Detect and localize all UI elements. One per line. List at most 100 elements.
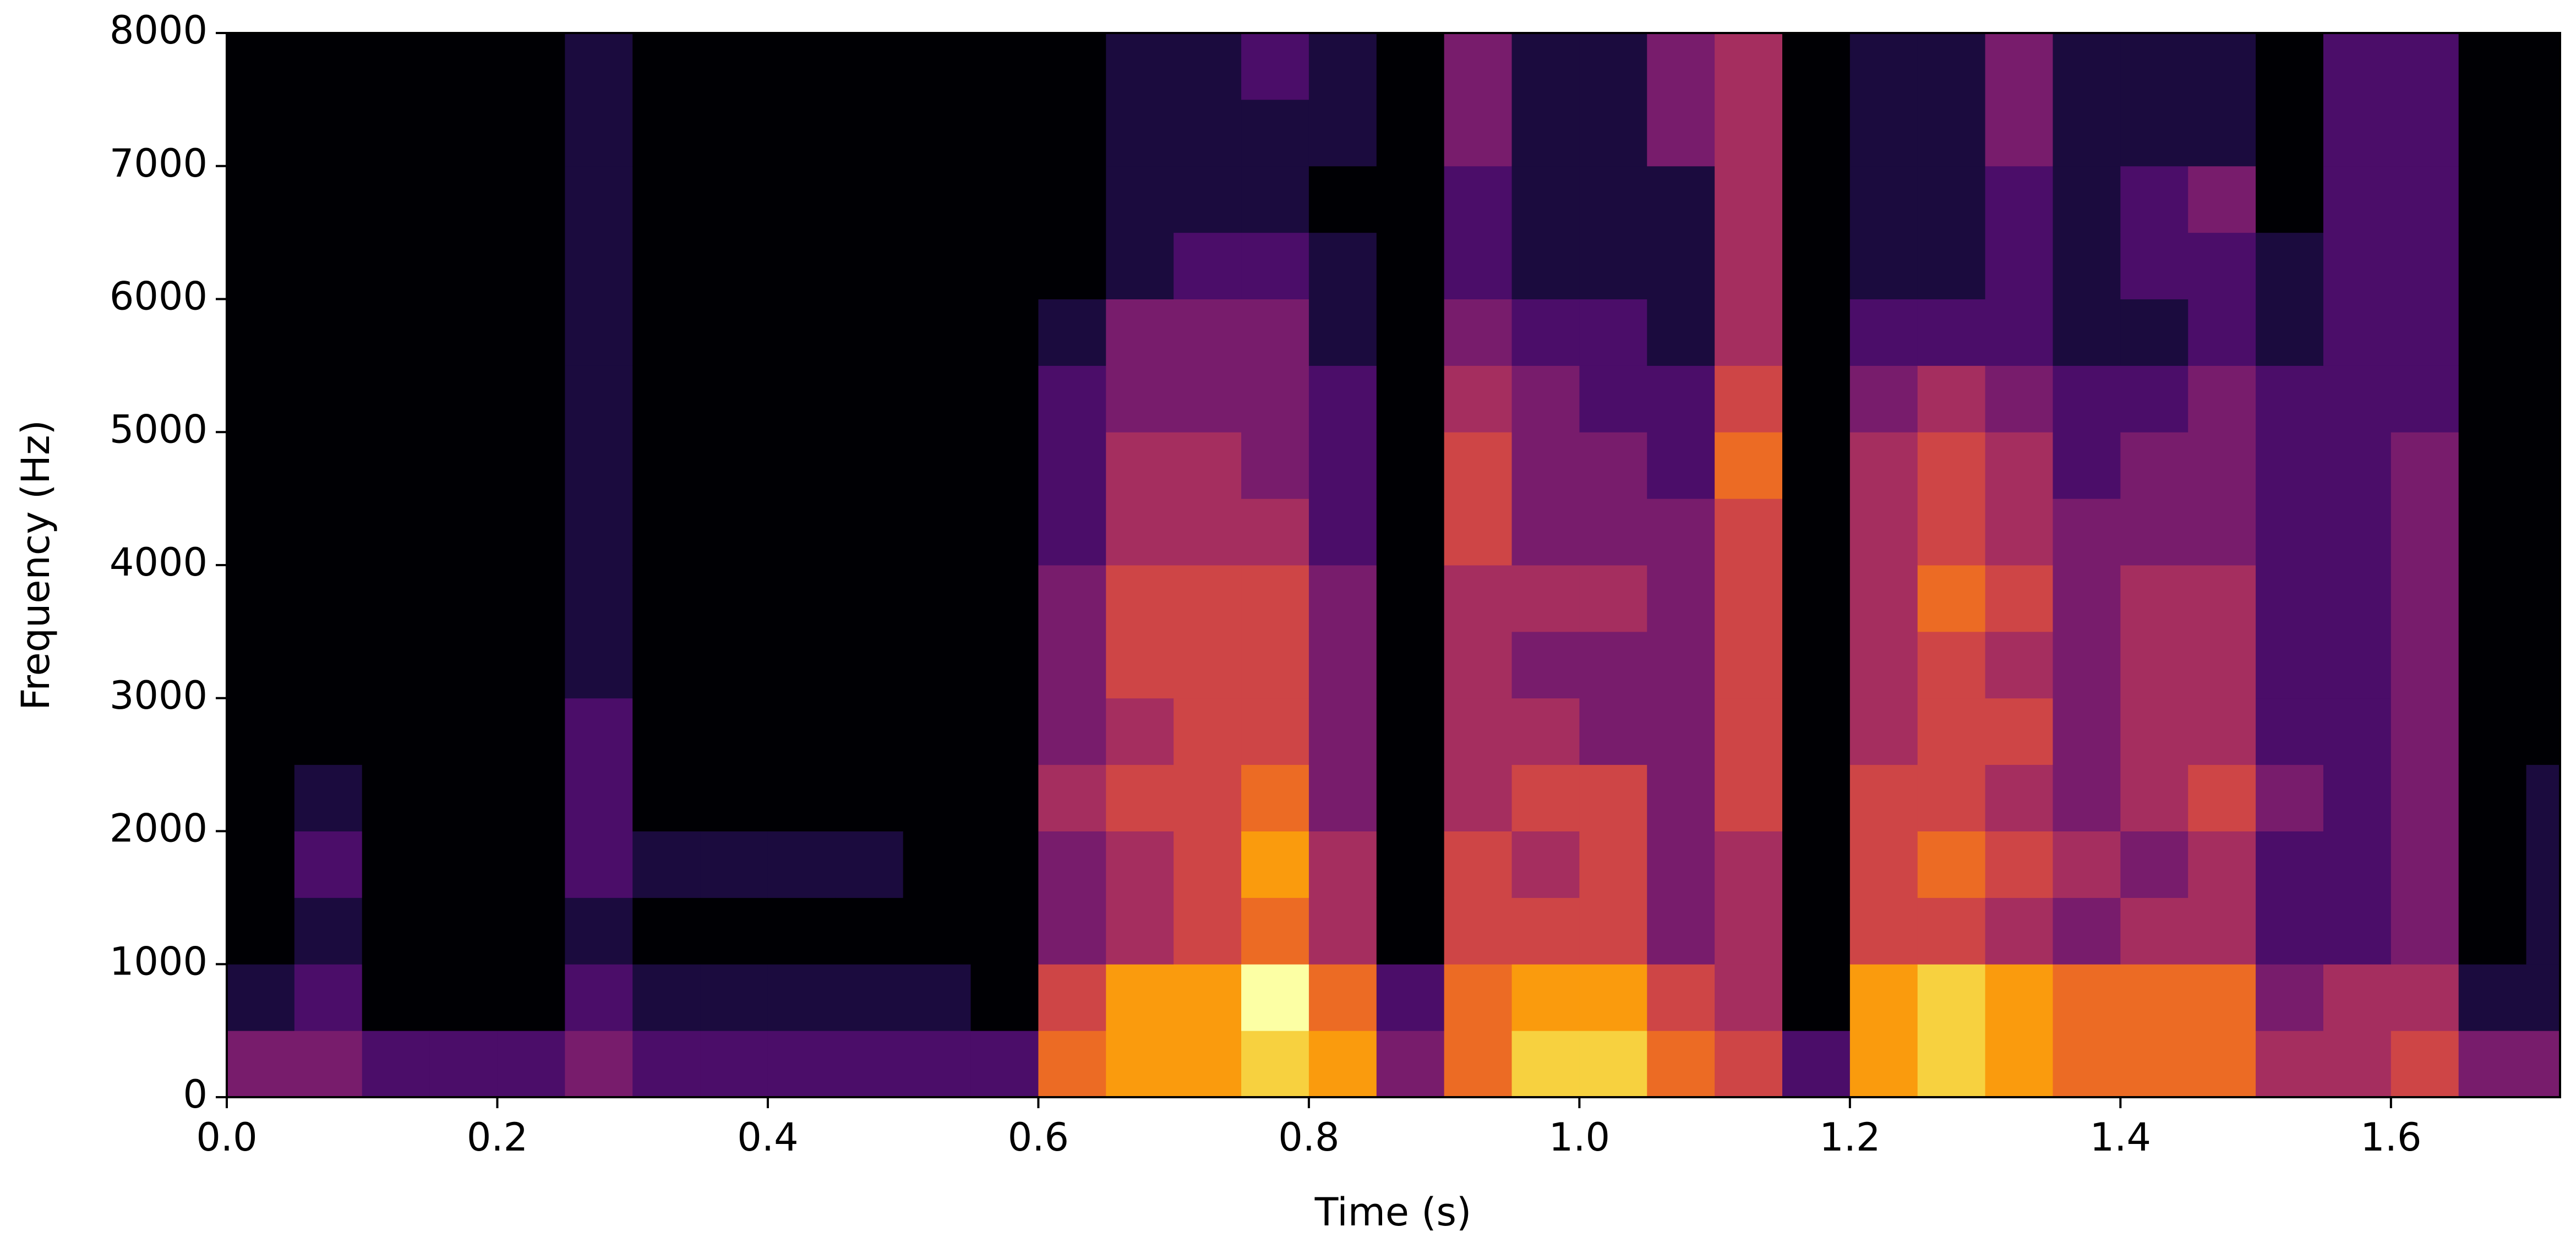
heatmap-cell [1579,831,1647,898]
heatmap-cell [1106,299,1174,366]
heatmap-cell [700,299,768,366]
heatmap-cell [1444,698,1513,765]
heatmap-cell [1849,432,1918,499]
heatmap-cell [1715,99,1783,167]
heatmap-cell [294,1031,363,1097]
heatmap-cell [1241,33,1309,100]
x-axis-title: Time (s) [1314,1190,1472,1235]
heatmap-cell [2188,499,2256,566]
heatmap-cell [2120,897,2188,965]
heatmap-cell [2120,698,2188,765]
heatmap-cell [2120,432,2188,499]
heatmap-cell [1174,33,1242,100]
heatmap-cell [1579,897,1647,965]
heatmap-cell [1647,565,1715,632]
heatmap-cell [835,299,904,366]
heatmap-cell [1715,33,1783,100]
heatmap-cell [429,365,498,432]
heatmap-cell [1038,631,1106,699]
heatmap-cell [1985,99,2053,167]
heatmap-cell [1174,99,1242,167]
heatmap-cell [2256,99,2324,167]
heatmap-cell [1647,831,1715,898]
heatmap-cell [1444,299,1513,366]
heatmap-cell [1579,565,1647,632]
heatmap-cell [429,299,498,366]
heatmap-cell [1444,432,1513,499]
heatmap-cell [632,99,701,167]
heatmap-cell [1376,764,1445,831]
heatmap-cell [227,698,295,765]
heatmap-cell [1782,764,1851,831]
heatmap-cell [1782,166,1851,233]
y-tick-label: 3000 [110,673,208,718]
heatmap-cell [1376,831,1445,898]
heatmap-cell [903,166,972,233]
heatmap-cell [1241,698,1309,765]
heatmap-cell [1376,897,1445,965]
heatmap-cell [1985,698,2053,765]
heatmap-cell [700,33,768,100]
heatmap-cell [1782,99,1851,167]
heatmap-cell [1579,964,1647,1031]
heatmap-cell [2053,831,2121,898]
heatmap-cell [767,99,836,167]
heatmap-cell [1376,1031,1445,1097]
heatmap-cell [632,631,701,699]
heatmap-cell [767,1031,836,1097]
heatmap-cell [2256,1031,2324,1097]
heatmap-cell [1444,764,1513,831]
heatmap-cell [497,565,565,632]
heatmap-cell [2256,166,2324,233]
heatmap-cell [1376,964,1445,1031]
y-tick-label: 0 [183,1072,208,1117]
heatmap-cell [632,964,701,1031]
heatmap-cell [1038,299,1106,366]
heatmap-cell [1038,166,1106,233]
heatmap-cell [700,964,768,1031]
heatmap-cell [1849,99,1918,167]
heatmap-cell [1241,897,1309,965]
heatmap-cell [565,565,633,632]
heatmap-cell [362,232,430,299]
heatmap-cell [1376,698,1445,765]
heatmap-cell [2526,698,2560,765]
heatmap-cell [294,232,363,299]
x-tick-label: 1.4 [2090,1115,2151,1160]
heatmap-cell [2188,232,2256,299]
heatmap-cell [2526,897,2560,965]
heatmap-cell [970,631,1039,699]
heatmap-cell [1985,299,2053,366]
heatmap-cell [2188,565,2256,632]
heatmap [227,33,2560,1097]
heatmap-cell [632,432,701,499]
heatmap-cell [2391,831,2459,898]
heatmap-cell [1715,166,1783,233]
heatmap-cell [835,964,904,1031]
heatmap-cell [2526,499,2560,566]
heatmap-cell [1917,499,1986,566]
heatmap-cell [767,33,836,100]
heatmap-cell [835,365,904,432]
heatmap-cell [1511,33,1580,100]
heatmap-cell [1174,365,1242,432]
heatmap-cell [835,499,904,566]
heatmap-cell [1308,1031,1377,1097]
heatmap-cell [362,831,430,898]
heatmap-cell [903,831,972,898]
heatmap-cell [632,565,701,632]
heatmap-cell [1715,698,1783,765]
heatmap-cell [2526,831,2560,898]
heatmap-cell [1985,499,2053,566]
heatmap-cell [362,964,430,1031]
heatmap-cell [1985,631,2053,699]
heatmap-cell [903,764,972,831]
heatmap-cell [1174,299,1242,366]
heatmap-cell [2323,232,2392,299]
heatmap-cell [1985,232,2053,299]
y-tick-label: 5000 [110,407,208,452]
heatmap-cell [2458,897,2527,965]
heatmap-cell [2458,1031,2527,1097]
heatmap-cell [2120,232,2188,299]
heatmap-cell [903,499,972,566]
